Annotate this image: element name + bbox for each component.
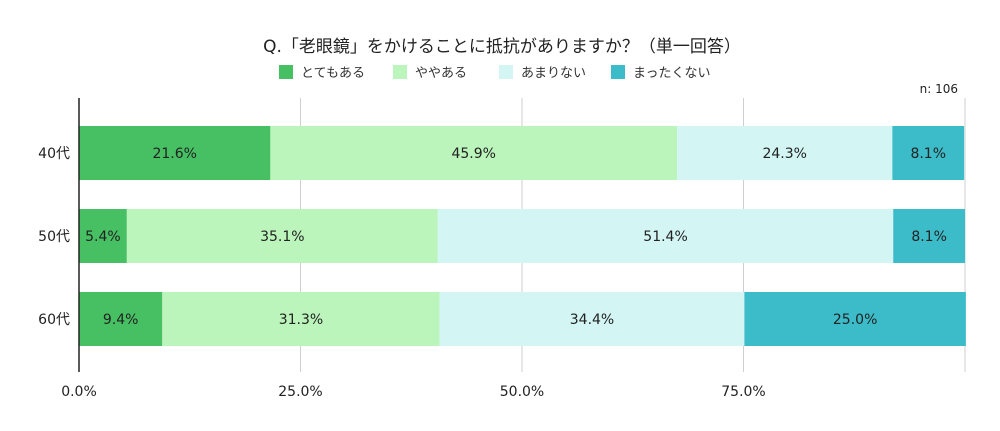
x-tick-label: 75.0% — [721, 384, 765, 400]
legend: とてもある ややある あまりない まったくない — [279, 65, 710, 81]
bar-segment — [677, 126, 893, 180]
data-label: 5.4% — [85, 229, 121, 245]
bar-segment — [892, 126, 965, 180]
legend-label: まったくない — [633, 66, 710, 81]
data-label: 45.9% — [451, 146, 495, 162]
bar-segment — [162, 292, 440, 346]
bar-segment — [439, 292, 745, 346]
bar-segment — [270, 126, 678, 180]
x-tick-label: 25.0% — [278, 384, 322, 400]
legend-swatch — [279, 65, 293, 79]
sample-size-note: n: 106 — [920, 82, 958, 96]
data-label: 35.1% — [260, 229, 304, 245]
x-tick-labels: 0.0% 25.0% 50.0% 75.0% — [61, 384, 766, 400]
category-label: 50代 — [38, 229, 70, 245]
category-label: 40代 — [38, 146, 70, 162]
data-label: 9.4% — [103, 312, 139, 328]
legend-label: あまりない — [521, 66, 586, 81]
legend-swatch — [499, 65, 513, 79]
bar-segment — [437, 209, 894, 263]
data-label: 24.3% — [762, 146, 806, 162]
bar-segment — [126, 209, 438, 263]
data-label: 8.1% — [910, 146, 946, 162]
data-label: 51.4% — [643, 229, 687, 245]
data-label: 21.6% — [152, 146, 196, 162]
data-label: 25.0% — [833, 312, 877, 328]
legend-swatch — [393, 65, 407, 79]
x-tick-label: 0.0% — [61, 384, 97, 400]
chart-title: Q.「老眼鏡」をかけることに抵抗がありますか？（単一回答） — [263, 37, 741, 57]
bar-segment — [79, 292, 163, 346]
x-tick-label: 50.0% — [500, 384, 544, 400]
legend-label: とてもある — [301, 66, 365, 81]
data-label: 31.3% — [279, 312, 323, 328]
legend-label: ややある — [415, 66, 467, 81]
category-labels: 40代 50代 60代 — [38, 146, 70, 328]
bar-segment — [79, 209, 127, 263]
data-label: 34.4% — [570, 312, 614, 328]
bars: 21.6% 45.9% 24.3% 8.1% 5.4% 35.1% 51.4% 8.1% 9.4… — [79, 126, 966, 346]
category-label: 60代 — [38, 312, 70, 328]
legend-swatch — [611, 65, 625, 79]
data-label: 8.1% — [911, 229, 947, 245]
bar-segment — [893, 209, 965, 263]
bar-segment — [79, 126, 271, 180]
bar-segment — [744, 292, 966, 346]
